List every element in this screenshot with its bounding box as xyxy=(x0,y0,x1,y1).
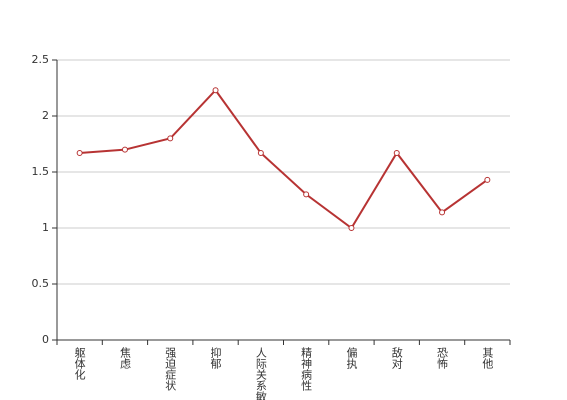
x-tick-label: 人际关系敏感 xyxy=(254,347,267,400)
x-tick-label: 敌对 xyxy=(390,346,403,369)
point xyxy=(212,87,219,94)
y-tick-label: 2 xyxy=(42,109,49,122)
x-tick-label: 强迫症状 xyxy=(164,347,177,391)
point xyxy=(393,149,400,156)
point xyxy=(167,135,174,142)
point xyxy=(348,225,355,231)
point xyxy=(76,149,83,156)
x-tick-label: 焦虑 xyxy=(118,347,131,369)
x-tick-label: 精神病性 xyxy=(300,347,313,392)
x-tick-label: 恐怖 xyxy=(436,347,449,369)
point xyxy=(484,176,491,183)
point xyxy=(257,149,264,156)
y-tick-label: 0 xyxy=(42,333,49,346)
x-tick-label: 偏执 xyxy=(345,346,358,370)
x-tick-label: 抑郁 xyxy=(209,346,222,369)
x-tick-label: 其他 xyxy=(481,347,494,369)
y-tick-label: 1.5 xyxy=(32,165,50,178)
x-tick-label: 躯体化 xyxy=(73,347,86,381)
y-tick-label: 0.5 xyxy=(32,277,50,290)
point xyxy=(439,209,446,216)
line xyxy=(79,88,488,230)
y-tick-label: 1 xyxy=(42,221,49,234)
y-tick-label: 2.5 xyxy=(32,53,50,66)
point xyxy=(121,146,128,153)
point xyxy=(303,191,310,198)
